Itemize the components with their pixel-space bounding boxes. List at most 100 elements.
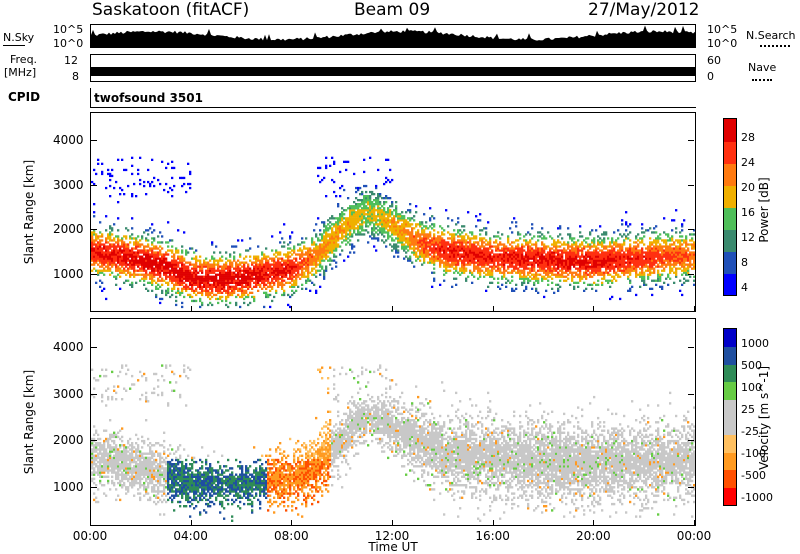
- power-cell: [481, 261, 484, 264]
- power-cell: [523, 249, 526, 252]
- power-cell: [407, 259, 410, 262]
- power-cell: [641, 247, 644, 250]
- power-cell: [381, 227, 384, 230]
- power-cell: [359, 193, 362, 196]
- power-cell: [101, 289, 104, 292]
- power-cell: [219, 275, 222, 278]
- power-cell: [531, 247, 534, 250]
- power-cell: [433, 253, 436, 256]
- power-cell: [387, 219, 390, 222]
- power-cell: [671, 219, 674, 222]
- power-cell: [487, 255, 490, 258]
- power-cell: [357, 207, 360, 210]
- power-cell: [439, 247, 442, 250]
- power-cell: [659, 253, 662, 256]
- power-cell: [325, 243, 328, 246]
- power-cell: [593, 241, 596, 244]
- power-cell: [291, 279, 294, 282]
- power-cell: [443, 265, 446, 268]
- power-cell: [205, 261, 208, 264]
- power-cell: [329, 247, 332, 250]
- power-cell: [595, 249, 598, 252]
- power-cell: [235, 295, 238, 299]
- power-cell: [153, 269, 156, 272]
- power-cell: [153, 267, 156, 270]
- power-cell: [619, 233, 622, 236]
- power-cell: [153, 251, 156, 254]
- power-cell: [321, 253, 324, 256]
- power-cell: [223, 265, 226, 268]
- power-cell: [269, 265, 272, 268]
- power-cell: [135, 263, 138, 266]
- power-cell: [213, 251, 216, 254]
- power-cell: [93, 261, 96, 264]
- power-cell: [537, 255, 540, 258]
- power-cell: [671, 263, 674, 266]
- power-cell: [141, 277, 144, 280]
- power-cell: [169, 271, 172, 274]
- power-cell: [373, 205, 376, 208]
- power-cell: [315, 291, 318, 294]
- power-cell: [631, 253, 634, 256]
- power-cell: [111, 257, 114, 260]
- power-cell: [481, 263, 484, 266]
- power-cell: [455, 277, 458, 280]
- power-cell: [175, 299, 178, 303]
- power-cell: [555, 255, 558, 258]
- power-cell: [259, 263, 262, 266]
- power-cell: [273, 269, 276, 272]
- power-cell: [257, 265, 260, 268]
- power-cell: [263, 267, 266, 270]
- power-cell: [375, 237, 378, 240]
- power-cell: [513, 289, 516, 292]
- power-cell: [297, 249, 300, 252]
- power-cell: [671, 269, 674, 272]
- power-cell: [465, 279, 468, 282]
- power-cell: [281, 265, 284, 268]
- power-cell: [155, 253, 158, 256]
- power-cell: [549, 267, 552, 270]
- power-cell: [183, 257, 186, 260]
- power-cell: [165, 182, 168, 186]
- power-cell: [501, 265, 504, 268]
- power-cell: [333, 231, 336, 234]
- power-cell: [125, 261, 128, 264]
- power-cell: [487, 243, 490, 246]
- power-cell: [339, 221, 342, 224]
- power-cell: [369, 195, 372, 198]
- power-cell: [253, 265, 256, 268]
- power-cell: [271, 299, 274, 303]
- power-cell: [487, 269, 490, 272]
- power-cell: [189, 283, 192, 286]
- power-cell: [663, 261, 666, 264]
- power-cell: [581, 267, 584, 270]
- power-cell: [559, 241, 562, 244]
- power-cell: [251, 261, 254, 264]
- power-cell: [409, 225, 412, 228]
- power-cell: [199, 263, 202, 266]
- power-cell: [289, 267, 292, 270]
- power-cell: [123, 241, 126, 244]
- power-cell: [287, 281, 290, 284]
- power-cell: [601, 245, 604, 248]
- power-cell: [333, 160, 336, 163]
- power-cell: [345, 243, 348, 246]
- power-cell: [167, 261, 170, 264]
- power-cell: [263, 271, 266, 274]
- power-cell: [259, 259, 262, 262]
- power-cell: [119, 247, 122, 250]
- power-cell: [531, 227, 534, 230]
- power-cell: [557, 255, 560, 258]
- power-cell: [143, 269, 146, 272]
- power-cell: [383, 215, 386, 218]
- power-cell: [271, 287, 274, 290]
- power-cell: [651, 257, 654, 260]
- power-cell: [129, 237, 132, 240]
- power-cell: [649, 261, 652, 264]
- power-cell: [485, 239, 488, 242]
- power-cell: [581, 265, 584, 268]
- power-cell: [663, 267, 666, 270]
- power-cell: [149, 263, 152, 266]
- power-cell: [111, 251, 114, 254]
- power-cell: [177, 249, 180, 252]
